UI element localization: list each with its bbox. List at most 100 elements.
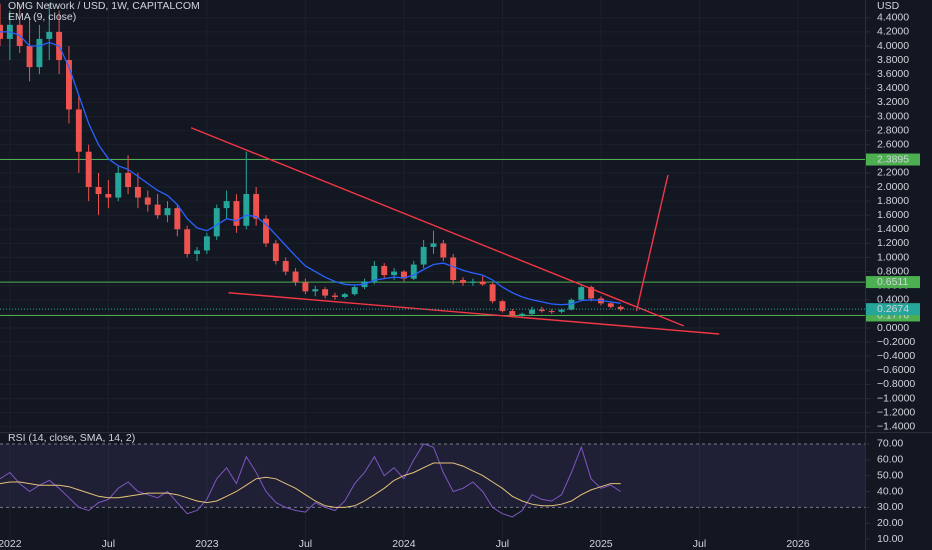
candle-body (233, 201, 240, 226)
y-tick-label: 4.4000 (877, 12, 909, 24)
rsi-pane (0, 433, 865, 550)
candle-body (322, 289, 329, 296)
candle-body (381, 265, 388, 276)
y-tick-label: 60.00 (877, 454, 903, 466)
x-tick-label: Jul (496, 538, 509, 550)
candle-body (617, 306, 624, 310)
axes: 4.4000 4.2000 4.0000 3.8000 3.6000 3.4000 3.20… (0, 12, 920, 550)
level-label-box (866, 153, 920, 166)
candle-body (253, 194, 260, 219)
last-price-label: 0.2674 (877, 303, 909, 315)
rsi-band (0, 443, 865, 508)
y-tick-label: 1.4000 (877, 223, 909, 235)
candle-body (95, 186, 102, 195)
candle-body (440, 243, 447, 258)
candle-body (184, 229, 191, 254)
candle-body (115, 172, 122, 198)
candle-body (529, 309, 535, 314)
candle-body (105, 194, 112, 198)
rsi-line (0, 443, 621, 518)
y-tick-label: −0.6000 (877, 364, 915, 376)
candle-body (548, 311, 555, 313)
y-tick-label: 0.8000 (877, 265, 909, 277)
candle-body (174, 208, 181, 230)
x-tick-label: Jul (102, 538, 115, 550)
candle-body (194, 250, 200, 254)
chart-title: OMG Network / USD, 1W, CAPITALCOM (8, 0, 200, 12)
price-pane (0, 3, 865, 335)
y-tick-label: 3.6000 (877, 68, 909, 80)
candle-body (558, 309, 565, 312)
candle-body (479, 281, 486, 285)
candle-body (213, 208, 220, 237)
x-tick-label: 2026 (786, 538, 810, 550)
ema-legend: EMA (9, close) (8, 11, 76, 23)
trendline (228, 292, 720, 335)
candle-body (578, 287, 585, 300)
y-tick-label: 2.8000 (877, 124, 909, 136)
y-tick-label: −1.0000 (877, 392, 915, 404)
candle-body (607, 303, 614, 307)
candle-body (400, 271, 407, 279)
candle-body (460, 280, 466, 283)
x-tick-label: Jul (693, 538, 706, 550)
y-tick-label: −0.2000 (877, 336, 915, 348)
ema-line (0, 31, 621, 306)
y-tick-label: −0.4000 (877, 350, 915, 362)
candle-body (332, 295, 338, 297)
y-tick-label: 2.2000 (877, 167, 909, 179)
level-label-box (866, 276, 920, 289)
candle-body (568, 299, 575, 310)
level-label: 2.3895 (877, 153, 909, 165)
candle-body (391, 271, 398, 276)
trendline (635, 174, 669, 312)
y-tick-label: 3.4000 (877, 82, 909, 94)
candle-body (588, 287, 595, 299)
candle-body (469, 281, 476, 283)
x-tick-label: 2022 (0, 538, 22, 550)
candle-body (66, 60, 72, 110)
y-tick-label: 4.2000 (877, 26, 909, 38)
last-price-box (866, 303, 920, 316)
y-tick-label: 1.6000 (877, 209, 909, 221)
candle-body (420, 246, 427, 265)
rsi-line (0, 462, 621, 508)
candle-body (85, 151, 92, 187)
x-tick-label: 2023 (195, 538, 219, 550)
candle-body (538, 309, 545, 312)
candle-body (341, 294, 348, 297)
candle-body (351, 287, 358, 295)
rsi-title: RSI (14, close, SMA, 14, 2) (8, 432, 135, 444)
y-tick-label: 70.00 (877, 438, 903, 450)
x-tick-label: 2025 (589, 538, 613, 550)
y-tick-label: 20.00 (877, 517, 903, 529)
candle-body (36, 38, 43, 68)
y-tick-label: 40.00 (877, 485, 903, 497)
y-tick-label: 3.0000 (877, 110, 909, 122)
y-tick-label: −0.8000 (877, 378, 915, 390)
candle-body (223, 201, 230, 209)
candle-body (203, 236, 210, 251)
y-tick-label: 30.00 (877, 501, 903, 513)
candle-body (75, 109, 82, 152)
candle-body (164, 208, 171, 216)
y-tick-label: 0.0000 (877, 322, 909, 334)
candle-body (26, 45, 33, 68)
y-tick-label: 1.8000 (877, 195, 909, 207)
y-tick-label: 1.2000 (877, 237, 909, 249)
candle-body (46, 31, 53, 39)
candle-body (312, 289, 319, 292)
y-tick-label: 0.4000 (877, 294, 909, 306)
x-tick-label: Jul (299, 538, 312, 550)
y-tick-label: 1.0000 (877, 251, 909, 263)
candle-body (125, 172, 132, 187)
y-tick-label: 2.6000 (877, 138, 909, 150)
candle-body (509, 311, 516, 316)
candle-body (302, 282, 309, 292)
candle-body (450, 257, 457, 281)
candle-body (263, 218, 269, 244)
trendline (190, 127, 684, 327)
